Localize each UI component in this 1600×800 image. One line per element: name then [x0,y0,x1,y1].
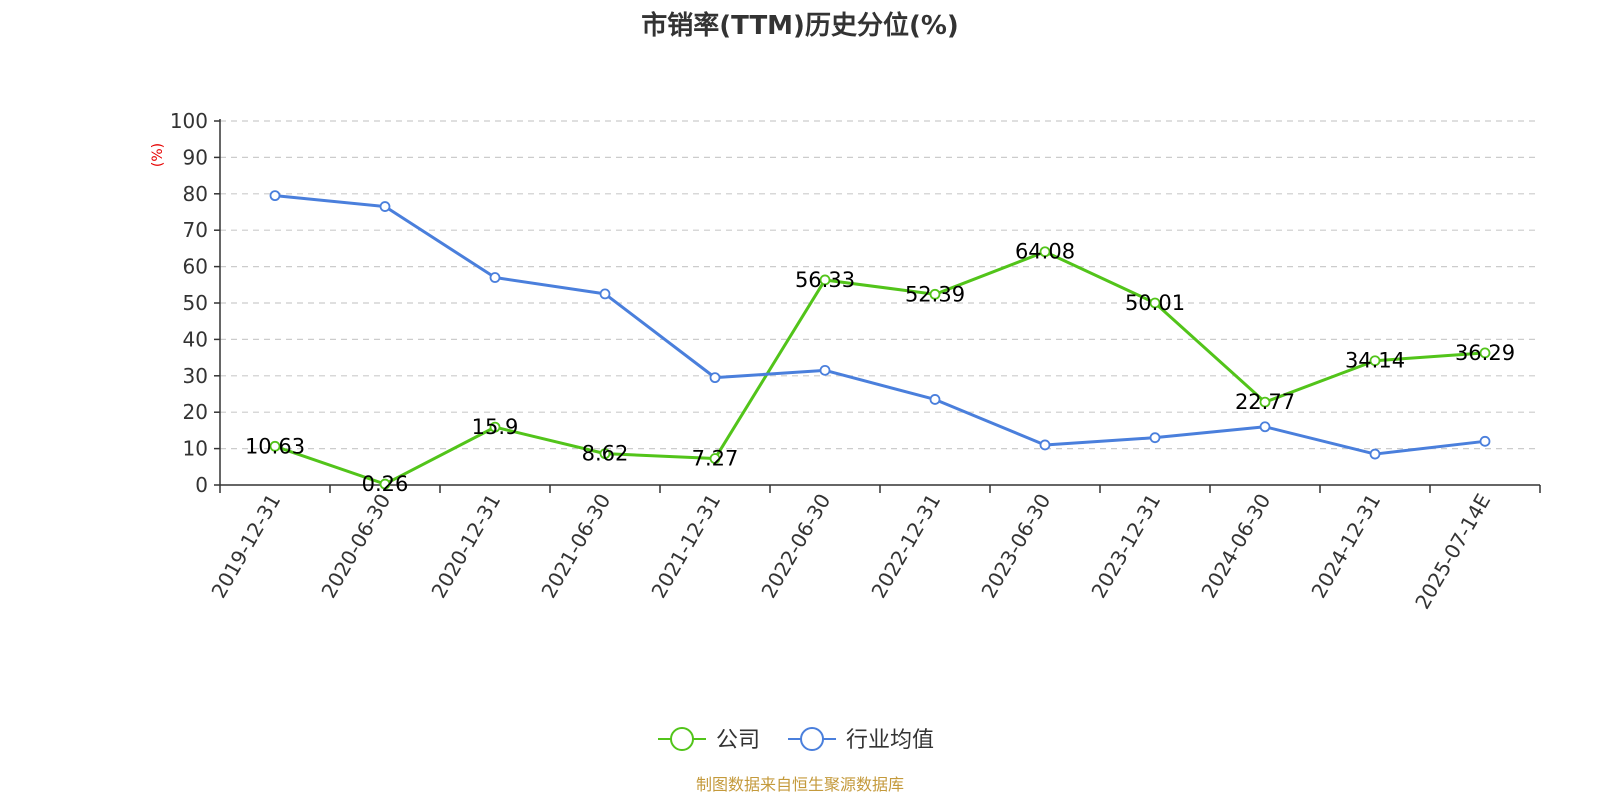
data-point [1369,448,1381,460]
x-tick-label: 2021-06-30 [536,490,615,603]
data-label: 15.9 [472,415,519,439]
data-label: 7.27 [692,447,739,471]
data-point [379,478,391,490]
legend-label: 行业均值 [846,728,934,753]
axes [214,119,1541,493]
chart-title: 市销率(TTM)历史分位(%) [641,10,959,41]
data-point [709,453,721,464]
data-label: 22.77 [1235,390,1295,414]
data-labels: 10.63 0.26 15.9 8.62 7.27 56.33 52.39 64.08 50.0… [245,240,1515,496]
legend-marker [800,727,825,751]
data-point [1039,439,1051,451]
data-point [489,421,501,433]
legend-marker [670,727,694,751]
data-point [1479,435,1491,447]
y-tick-label: 40 [183,327,208,351]
x-tick-label: 2022-06-30 [756,490,835,603]
data-point [1259,396,1271,408]
x-tick-label: 2024-06-30 [1196,490,1275,603]
source-note: 制图数据来自恒生聚源数据库 [696,775,904,794]
x-tick-label: 2021-12-31 [646,490,725,603]
x-tick-label: 2023-12-31 [1086,490,1165,603]
y-tick-label: 60 [183,255,208,279]
data-point [819,364,831,376]
legend-item-0[interactable]: 公司 [658,727,760,753]
legend-item-1[interactable]: 行业均值 [788,727,934,753]
y-tick-label: 70 [183,218,208,242]
y-tick-label: 100 [170,109,208,133]
data-label: 0.26 [362,472,409,496]
series-line-1 [274,194,1486,456]
series-lines [269,190,1491,490]
y-tick-label: 20 [183,400,208,424]
data-point [819,274,831,286]
y-tick-label: 0 [195,473,208,497]
data-point [929,394,941,405]
data-point [269,190,281,202]
data-label: 36.29 [1455,341,1515,365]
data-point [1149,297,1161,309]
x-tick-label: 2020-12-31 [426,490,505,603]
data-point [1149,432,1161,444]
data-label: 64.08 [1015,240,1075,264]
data-label: 50.01 [1125,291,1185,315]
x-tick-label: 2019-12-31 [206,490,285,603]
x-tick-label: 2023-06-30 [976,490,1055,603]
data-point [1039,246,1051,258]
data-label: 52.39 [905,282,965,306]
data-point [1369,355,1381,367]
legend-label: 公司 [716,728,760,753]
data-point [489,272,501,283]
data-point [599,448,611,460]
y-tick-labels: 0 10 20 30 40 50 60 70 80 90 100 [170,109,208,497]
x-tick-label: 2022-12-31 [866,490,945,603]
y-tick-label: 90 [183,145,208,169]
data-point [1479,347,1491,359]
x-tick-label: 2024-12-31 [1306,490,1385,603]
data-point [379,201,391,212]
data-label: 10.63 [245,434,305,458]
data-point [929,288,941,300]
x-tick-label: 2020-06-30 [316,490,395,603]
data-label: 8.62 [582,442,629,466]
data-point [269,440,281,452]
data-point [1259,421,1271,433]
series-line-0 [274,250,1486,486]
data-point [709,372,721,384]
data-label: 56.33 [795,268,855,292]
data-point [599,288,611,300]
y-tick-label: 10 [183,437,208,461]
x-tick-label: 2025-07-14E [1410,490,1495,614]
gridlines [220,120,1540,450]
y-tick-label: 30 [183,364,208,388]
data-label: 34.14 [1345,349,1405,373]
legend[interactable]: 公司 行业均值 [658,727,934,753]
y-tick-label: 80 [183,182,208,206]
x-tick-labels: 2019-12-31 2020-06-30 2020-12-31 2021-06-30… [206,490,1495,614]
y-tick-label: 50 [183,291,208,315]
y-axis-label: (%) [150,143,166,167]
